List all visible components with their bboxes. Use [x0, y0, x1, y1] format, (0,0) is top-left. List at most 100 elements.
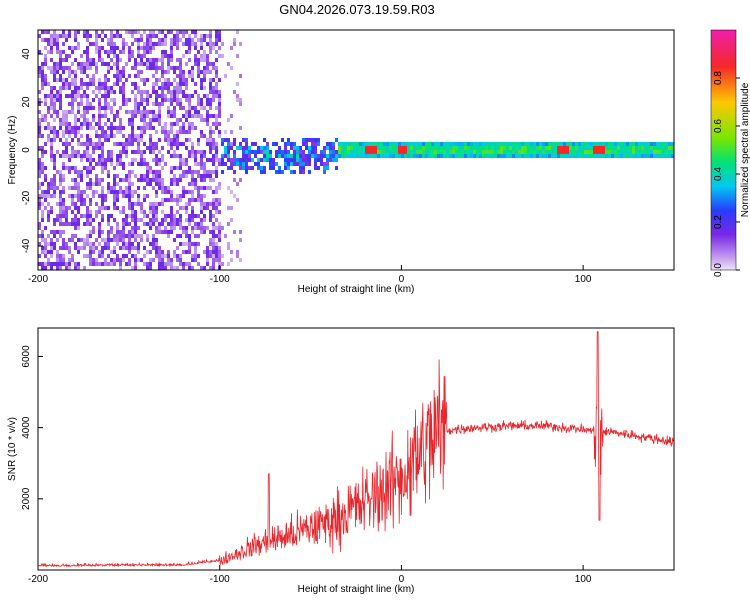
spectrogram-cell — [200, 222, 203, 226]
spectrogram-cell — [152, 62, 155, 66]
spectrogram-cell — [227, 166, 230, 170]
spectrogram-cell — [194, 186, 197, 190]
spectrogram-cell — [209, 186, 212, 190]
spectrogram-cell — [80, 170, 83, 174]
spectrogram-cell — [125, 150, 128, 154]
spectrogram-cell — [170, 94, 173, 98]
spectrogram-cell — [203, 202, 206, 206]
spectrogram-cell — [92, 78, 95, 82]
spectrogram-cell — [107, 154, 110, 158]
spectrogram-cell — [56, 90, 59, 94]
spectrogram-cell — [272, 158, 275, 162]
colorbar-band — [711, 169, 736, 171]
spectrogram-cell — [110, 90, 113, 94]
spectrogram-cell — [257, 150, 260, 154]
spectrogram-cell — [203, 226, 206, 230]
spectrogram-cell — [74, 98, 77, 102]
spectrogram-cell — [59, 50, 62, 54]
colorbar-band — [711, 177, 736, 179]
spectrogram-cell — [146, 62, 149, 66]
spectrogram-cell — [92, 190, 95, 194]
spectrogram-cell — [119, 186, 122, 190]
spectrogram-cell — [188, 182, 191, 186]
spectrogram-cell — [107, 186, 110, 190]
colorbar-band — [711, 130, 736, 132]
spectrogram-cell — [107, 254, 110, 258]
spectrogram-cell — [68, 74, 71, 78]
spectrogram-cell — [602, 142, 605, 146]
spectrogram-cell — [53, 234, 56, 238]
spectrogram-cell — [137, 102, 140, 106]
colorbar-tick-label: 0.6 — [713, 119, 724, 133]
spectrogram-cell — [260, 170, 263, 174]
spectrogram-cell — [197, 138, 200, 142]
spectrogram-cell — [89, 154, 92, 158]
spectrogram-cell — [155, 202, 158, 206]
spectrogram-cell — [527, 150, 530, 154]
spectrogram-cell — [371, 146, 374, 150]
spectrogram-cell — [299, 146, 302, 150]
spectrogram-cell — [659, 146, 662, 150]
spectrogram-cell — [212, 222, 215, 226]
spectrogram-cell — [122, 162, 125, 166]
colorbar-band — [711, 48, 736, 50]
spectrogram-cell — [44, 242, 47, 246]
spectrogram-cell — [158, 186, 161, 190]
spectrogram-cell — [656, 142, 659, 146]
spectrogram-cell — [185, 42, 188, 46]
spectrogram-cell — [203, 86, 206, 90]
spectrogram-cell — [53, 42, 56, 46]
spectrogram-cell — [140, 162, 143, 166]
colorbar-band — [711, 229, 736, 231]
spectrogram-cell — [56, 98, 59, 102]
spectrogram-cell — [179, 62, 182, 66]
spectrogram-cell — [83, 242, 86, 246]
spectrogram-cell — [101, 246, 104, 250]
spectrogram-cell — [98, 50, 101, 54]
colorbar-band — [711, 263, 736, 265]
spectrogram-cell — [227, 246, 230, 250]
spectrogram-cell — [71, 70, 74, 74]
spectrogram-cell — [563, 142, 566, 146]
spectrogram-cell — [185, 98, 188, 102]
spectrogram-cell — [149, 166, 152, 170]
spectrogram-cell — [104, 74, 107, 78]
spectrogram-cell — [158, 58, 161, 62]
colorbar-band — [711, 125, 736, 127]
spectrogram-cell — [275, 142, 278, 146]
colorbar-band — [711, 132, 736, 134]
spectrogram-cell — [188, 130, 191, 134]
spectrogram-cell — [167, 30, 170, 34]
spectrogram-cell — [80, 202, 83, 206]
spectrogram-cell — [86, 210, 89, 214]
spectrogram-cell — [641, 150, 644, 154]
colorbar-band — [711, 233, 736, 235]
spectrogram-cell — [218, 186, 221, 190]
spectrogram-cell — [170, 218, 173, 222]
spectrogram-cell — [161, 210, 164, 214]
spectrogram-cell — [116, 162, 119, 166]
spectrogram-cell — [155, 70, 158, 74]
spectrogram-cell — [293, 150, 296, 154]
spectrogram-cell — [77, 250, 80, 254]
spectrogram-cell — [50, 186, 53, 190]
spectrogram-cell — [233, 154, 236, 158]
spectrogram-cell — [146, 162, 149, 166]
spectrogram-cell — [503, 146, 506, 150]
spectrogram-cell — [164, 190, 167, 194]
spectrogram-cell — [167, 90, 170, 94]
spectrogram-cell — [158, 202, 161, 206]
spectrogram-cell — [89, 234, 92, 238]
spectrogram-cell — [44, 174, 47, 178]
spectrogram-cell — [98, 106, 101, 110]
spectrogram-cell — [233, 138, 236, 142]
spectrogram-cell — [203, 218, 206, 222]
spectrogram-cell — [65, 222, 68, 226]
colorbar-band — [711, 209, 736, 211]
spectrogram-cell — [299, 154, 302, 158]
spectrogram-cell — [59, 78, 62, 82]
spectrogram-cell — [98, 54, 101, 58]
spectrogram-cell — [98, 114, 101, 118]
spectrogram-cell — [206, 250, 209, 254]
